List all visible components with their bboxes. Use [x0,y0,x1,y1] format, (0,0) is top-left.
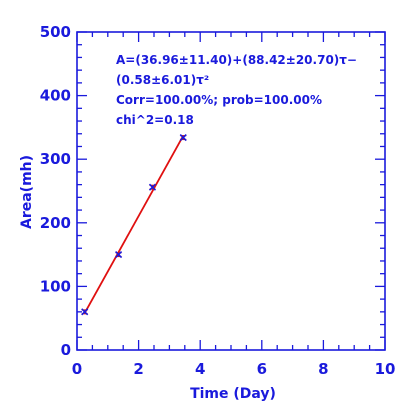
x-axis-label: Time (Day) [190,386,276,402]
marker-stroke-b [148,183,157,191]
data-point [148,183,157,191]
fit-annotation: A=(36.96±11.40)+(88.42±20.70)τ− (0.58±6.… [116,53,357,127]
data-point [179,134,187,142]
data-point [81,308,89,316]
x-axis-ticks: 0 2 4 6 8 10 [72,32,396,378]
x-tick-label: 0 [72,360,82,378]
y-axis-ticks: 0 100 200 300 400 500 [40,23,385,359]
y-tick-label: 100 [40,277,71,295]
marker-stroke-b [81,308,89,316]
annotation-line-4: chi^2=0.18 [116,113,194,127]
y-tick-label: 500 [40,23,71,41]
annotation-line-1: A=(36.96±11.40)+(88.42±20.70)τ− [116,53,357,67]
data-point [115,251,123,259]
y-tick-label: 0 [61,341,71,359]
y-tick-label: 300 [40,150,71,168]
marker-stroke-b [115,251,123,259]
fit-line-group [83,135,185,314]
data-points [81,134,187,316]
marker-stroke-b [179,134,187,142]
y-tick-label: 200 [40,214,71,232]
x-tick-label: 6 [257,360,267,378]
x-tick-label: 4 [195,360,205,378]
x-tick-label: 2 [133,360,143,378]
y-tick-label: 400 [40,87,71,105]
x-tick-label: 8 [318,360,328,378]
annotation-line-2: (0.58±6.01)τ² [116,73,209,87]
fit-line [83,135,185,314]
y-axis-label: Area(mh) [19,155,35,229]
annotation-line-3: Corr=100.00%; prob=100.00% [116,93,322,107]
x-tick-label: 10 [375,360,396,378]
